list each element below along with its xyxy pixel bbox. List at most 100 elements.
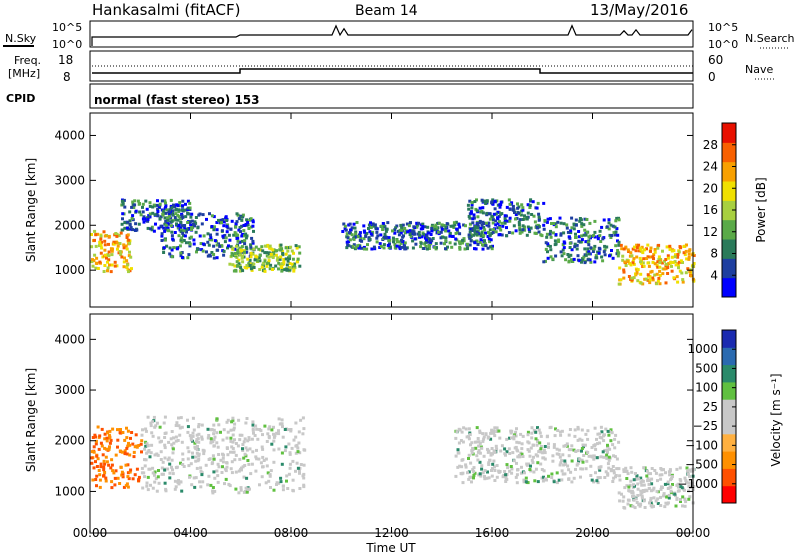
echo-cell xyxy=(145,481,149,485)
echo-cell xyxy=(505,226,508,230)
echo-cell xyxy=(137,222,141,226)
echo-cell xyxy=(605,448,609,452)
echo-cell xyxy=(426,240,430,244)
echo-cell xyxy=(580,238,584,242)
echo-cell xyxy=(271,250,275,254)
echo-cell xyxy=(468,230,472,234)
echo-cell xyxy=(403,247,407,251)
echo-cell xyxy=(181,199,185,203)
echo-cell xyxy=(486,246,490,250)
echo-cell xyxy=(571,259,575,263)
echo-cell xyxy=(464,224,467,228)
echo-cell xyxy=(403,241,407,245)
echo-cell xyxy=(239,266,243,270)
echo-cell xyxy=(493,479,497,482)
echo-cell xyxy=(514,217,517,221)
echo-cell xyxy=(243,452,247,456)
echo-cell xyxy=(238,457,242,461)
echo-cell xyxy=(666,482,670,486)
echo-cell xyxy=(598,436,602,439)
echo-cell xyxy=(110,253,114,257)
echo-cell xyxy=(163,227,167,231)
echo-cell xyxy=(629,251,633,255)
echo-cell xyxy=(222,249,226,253)
echo-cell xyxy=(584,240,588,244)
echo-cell xyxy=(257,247,261,251)
echo-cell xyxy=(104,447,108,451)
echo-cell xyxy=(151,471,155,475)
echo-cell xyxy=(637,477,641,481)
echo-cell xyxy=(484,244,488,248)
echo-cell xyxy=(146,444,150,448)
echo-cell xyxy=(472,213,476,217)
echo-cell xyxy=(107,254,111,258)
echo-cell xyxy=(417,221,421,225)
echo-cell xyxy=(225,436,229,440)
echo-cell xyxy=(519,213,523,217)
echo-cell xyxy=(512,459,516,463)
echo-cell xyxy=(115,234,119,238)
echo-cell xyxy=(626,248,630,252)
echo-cell xyxy=(212,444,216,448)
echo-cell xyxy=(199,485,203,489)
echo-cell xyxy=(524,480,528,484)
echo-cell xyxy=(387,236,391,240)
echo-cell xyxy=(448,231,452,235)
echo-cell xyxy=(265,440,269,443)
echo-cell xyxy=(653,250,657,254)
echo-cell xyxy=(118,250,122,253)
echo-cell xyxy=(102,474,106,477)
echo-cell xyxy=(565,226,569,230)
echo-cell xyxy=(632,478,636,482)
echo-cell xyxy=(236,239,240,243)
echo-cell xyxy=(103,264,107,267)
echo-cell xyxy=(171,451,175,455)
echo-cell xyxy=(132,450,136,454)
echo-cell xyxy=(640,483,644,487)
echo-cell xyxy=(454,231,458,235)
echo-cell xyxy=(168,476,172,480)
echo-cell xyxy=(94,435,97,439)
echo-cell xyxy=(179,238,183,242)
echo-cell xyxy=(496,210,500,214)
echo-cell xyxy=(220,229,224,233)
echo-cell xyxy=(151,486,155,490)
echo-cell xyxy=(140,439,144,443)
echo-cell xyxy=(622,470,626,473)
echo-cell xyxy=(265,244,269,248)
echo-cell xyxy=(511,204,515,208)
echo-cell xyxy=(165,244,169,248)
echo-cell xyxy=(656,279,660,283)
echo-cell xyxy=(355,245,359,249)
echo-cell xyxy=(292,438,296,442)
echo-cell xyxy=(180,224,184,228)
echo-cell xyxy=(201,480,205,484)
echo-cell xyxy=(569,229,573,233)
echo-cell xyxy=(602,439,606,443)
echo-cell xyxy=(439,241,443,245)
echo-cell xyxy=(479,234,483,238)
echo-cell xyxy=(687,257,691,261)
echo-cell xyxy=(615,467,619,471)
echo-cell xyxy=(150,443,154,447)
x-tick-label: 20:00 xyxy=(575,526,610,540)
echo-cell xyxy=(589,464,593,468)
echo-cell xyxy=(544,477,547,481)
echo-cell xyxy=(136,199,140,203)
echo-cell xyxy=(115,241,119,245)
echo-cell xyxy=(241,232,245,236)
echo-cell xyxy=(194,230,198,234)
echo-cell xyxy=(187,464,191,468)
echo-cell xyxy=(490,215,494,219)
echo-cell xyxy=(119,428,122,431)
echo-cell xyxy=(676,262,680,266)
echo-cell xyxy=(128,210,132,214)
echo-cell xyxy=(180,425,184,429)
echo-cell xyxy=(415,223,419,227)
echo-cell xyxy=(274,264,278,268)
echo-cell xyxy=(133,473,137,477)
echo-cell xyxy=(189,436,193,440)
echo-cell xyxy=(372,245,376,249)
echo-cell xyxy=(240,218,244,222)
echo-cell xyxy=(112,471,116,475)
